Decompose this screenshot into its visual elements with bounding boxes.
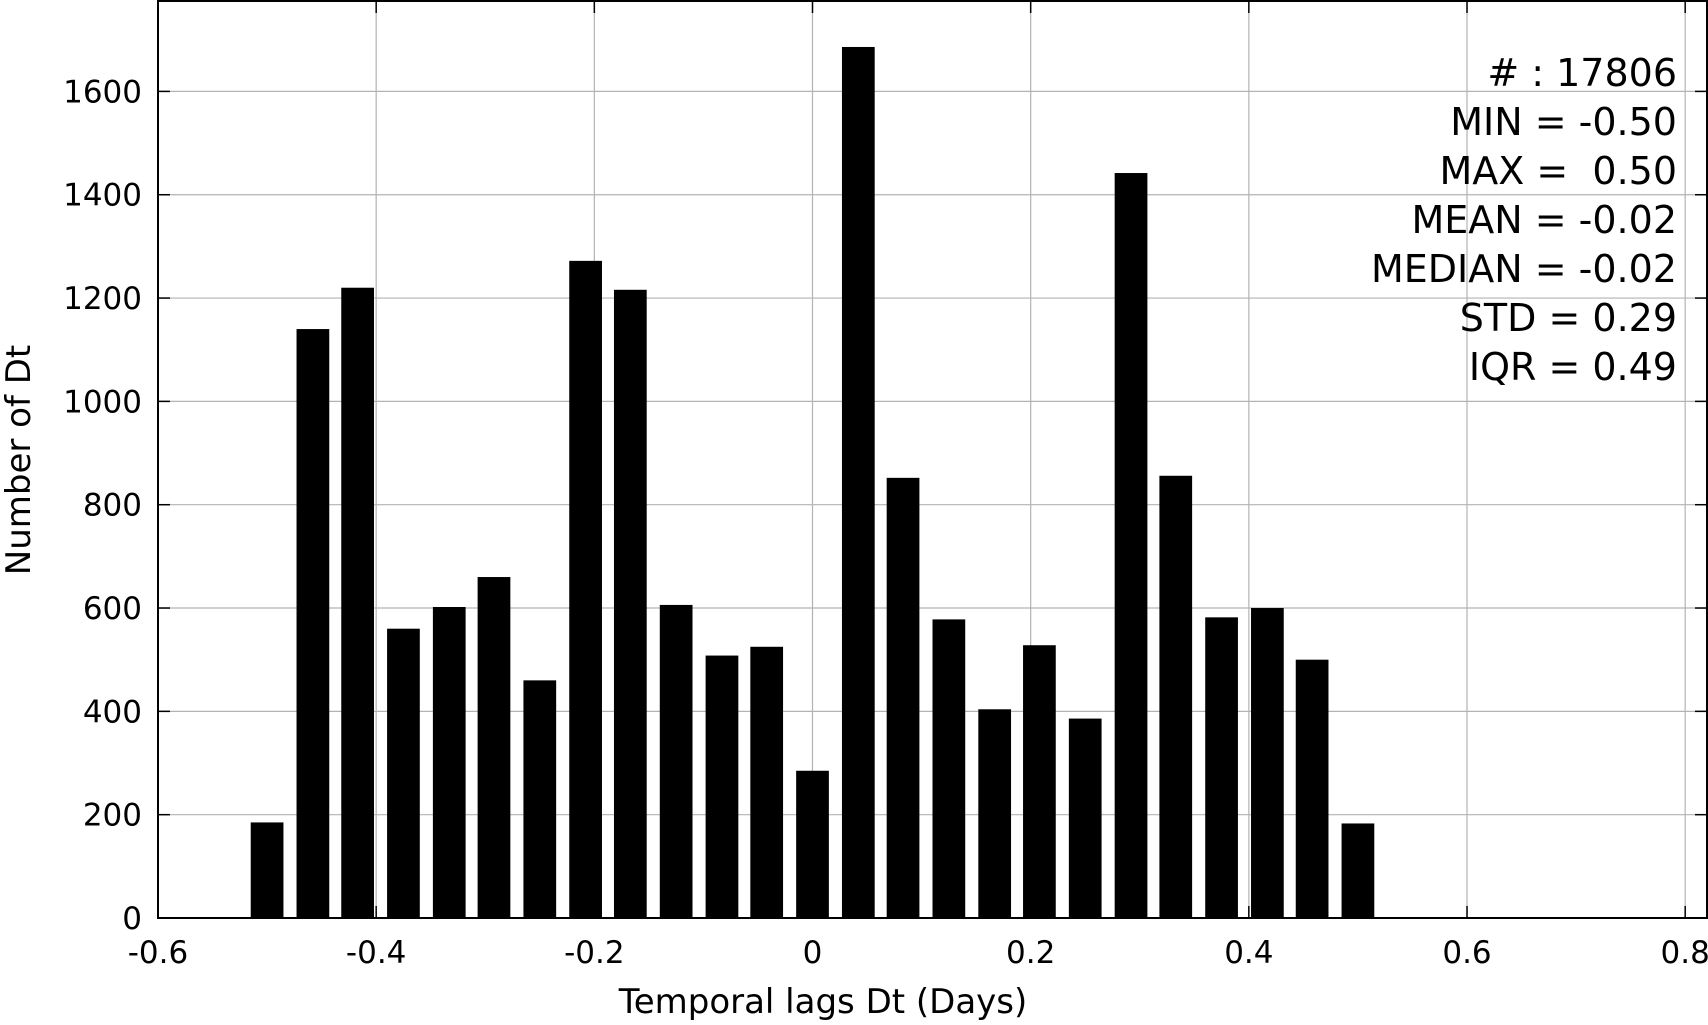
bar bbox=[250, 822, 284, 918]
stat-line: MIN = -0.50 bbox=[1450, 100, 1677, 144]
y-tick-label: 800 bbox=[83, 488, 142, 524]
y-tick-labels: 0 200 400 600 800 1000 1200 1400 1600 bbox=[63, 74, 142, 937]
bar bbox=[796, 770, 829, 918]
y-tick-label: 400 bbox=[83, 694, 142, 730]
bar bbox=[1068, 718, 1102, 918]
bar bbox=[841, 46, 875, 919]
bar bbox=[1023, 645, 1056, 918]
bar bbox=[705, 655, 739, 918]
x-tick-label: 0 bbox=[803, 935, 823, 971]
x-tick-label: 0.4 bbox=[1224, 935, 1273, 971]
bars bbox=[250, 46, 1375, 919]
y-tick-label: 1200 bbox=[63, 281, 142, 317]
x-tick-label: -0.2 bbox=[564, 935, 625, 971]
bar bbox=[387, 628, 420, 918]
bar bbox=[432, 606, 466, 918]
bar bbox=[569, 260, 602, 918]
bar bbox=[750, 646, 784, 918]
bar bbox=[886, 477, 920, 918]
bar bbox=[613, 289, 647, 919]
stat-line: # : 17806 bbox=[1487, 51, 1677, 95]
bar bbox=[523, 680, 557, 918]
y-axis-title: Number of Dt bbox=[0, 345, 39, 575]
stats-annotation: # : 17806 MIN = -0.50 MAX = 0.50 MEAN = -0.… bbox=[1371, 51, 1677, 389]
x-axis-title: Temporal lags Dt (Days) bbox=[618, 982, 1028, 1022]
bar bbox=[932, 619, 966, 918]
y-tick-label: 1400 bbox=[63, 178, 142, 214]
x-tick-label: -0.6 bbox=[128, 935, 189, 971]
y-tick-label: 600 bbox=[83, 591, 142, 627]
x-tick-labels: -0.6 -0.4 -0.2 0 0.2 0.4 0.6 0.8 bbox=[128, 935, 1708, 971]
bar bbox=[1205, 617, 1238, 918]
y-tick-label: 1600 bbox=[63, 74, 142, 110]
y-tick-label: 0 bbox=[122, 901, 142, 937]
y-tick-label: 1000 bbox=[63, 384, 142, 420]
bar bbox=[1295, 659, 1329, 918]
x-tick-label: -0.4 bbox=[346, 935, 407, 971]
bar bbox=[296, 329, 330, 918]
plot-frame bbox=[157, 0, 1708, 919]
stat-line: STD = 0.29 bbox=[1460, 296, 1677, 340]
stat-line: MEAN = -0.02 bbox=[1411, 198, 1677, 242]
y-tick-label: 200 bbox=[83, 798, 142, 834]
bar bbox=[1159, 475, 1193, 918]
bar bbox=[659, 604, 693, 918]
x-tick-label: 0.2 bbox=[1006, 935, 1055, 971]
stat-line: MAX = 0.50 bbox=[1440, 149, 1678, 193]
x-tick-label: 0.8 bbox=[1661, 935, 1708, 971]
bar bbox=[341, 287, 374, 918]
bar bbox=[978, 709, 1012, 918]
bar bbox=[1114, 173, 1148, 918]
x-tick-label: 0.6 bbox=[1442, 935, 1491, 971]
bar bbox=[477, 577, 511, 918]
bar bbox=[1341, 823, 1375, 918]
bar bbox=[1251, 608, 1284, 918]
stat-line: MEDIAN = -0.02 bbox=[1371, 247, 1677, 291]
stat-line: IQR = 0.49 bbox=[1469, 345, 1677, 389]
